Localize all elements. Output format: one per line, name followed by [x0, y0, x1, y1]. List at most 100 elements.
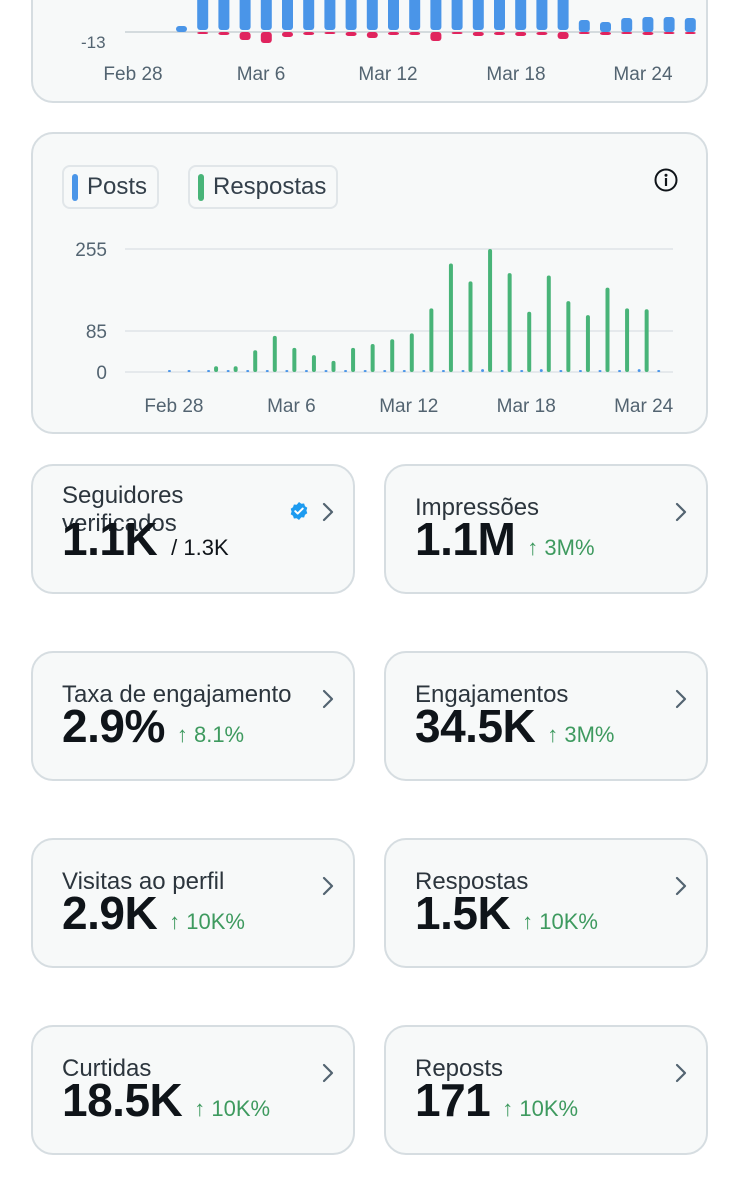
posts-bar	[422, 370, 426, 372]
metric-trend: ↑ 10K%	[194, 1096, 271, 1121]
metric-value: 1.1M	[415, 513, 516, 565]
respostas-bar	[351, 347, 356, 372]
metric-card-impressions[interactable]: Impressões 1.1M ↑ 3M%	[384, 464, 708, 594]
followers-gain-bar	[388, 0, 399, 30]
metric-title: Seguidores verificados	[62, 482, 184, 537]
respostas-bar	[566, 301, 571, 372]
legend-respostas[interactable]: Respostas	[188, 165, 339, 209]
respostas-bar	[507, 273, 512, 372]
posts-bar	[637, 369, 641, 372]
followers-gain-bar	[324, 0, 336, 30]
followers-gain-bar	[409, 0, 421, 30]
respostas-bar	[253, 350, 258, 372]
followers-loss-bar	[197, 32, 209, 34]
respostas-bar	[409, 333, 414, 372]
followers-loss-bar	[515, 32, 527, 36]
followers-gain-bar	[642, 17, 654, 32]
info-icon[interactable]	[653, 167, 679, 193]
posts-bar	[187, 370, 191, 372]
metric-title: Respostas	[415, 868, 529, 895]
metric-value-row: 1.1K / 1.3K	[62, 513, 229, 574]
x-tick-label: Feb 28	[103, 64, 162, 85]
x-tick-label: Mar 12	[379, 396, 438, 417]
posts-bar	[500, 370, 504, 372]
metric-title: Visitas ao perfil	[62, 868, 225, 895]
metric-trend: ↑ 8.1%	[176, 722, 245, 747]
metric-value-row: 2.9K ↑ 10K%	[62, 887, 245, 948]
metric-value: 34.5K	[415, 700, 536, 752]
chevron-right-icon[interactable]	[321, 1063, 335, 1083]
posts-bar	[618, 370, 622, 372]
followers-loss-bar	[303, 32, 315, 35]
followers-gain-bar	[621, 18, 633, 32]
x-tick-label: Feb 28	[144, 396, 203, 417]
respostas-bar	[605, 287, 610, 372]
x-tick-label: Mar 24	[614, 396, 674, 417]
respostas-bar	[370, 344, 375, 372]
followers-loss-bar	[409, 32, 421, 35]
chevron-right-icon[interactable]	[321, 502, 335, 522]
x-tick-label: Mar 18	[486, 64, 545, 85]
legend-label: Respostas	[213, 173, 327, 200]
metric-value-row: 34.5K ↑ 3M%	[415, 700, 615, 761]
followers-loss-bar	[494, 32, 505, 35]
metric-value-row: 18.5K ↑ 10K%	[62, 1074, 270, 1135]
x-tick-label: Mar 6	[237, 64, 286, 85]
metric-card-verified-followers[interactable]: Seguidores verificados 1.1K / 1.3K	[31, 464, 355, 594]
followers-loss-bar	[600, 32, 611, 35]
posts-bar	[304, 370, 308, 372]
followers-gain-bar	[260, 0, 272, 30]
metric-title: Engajamentos	[415, 681, 569, 708]
metric-value-row: 2.9% ↑ 8.1%	[62, 700, 244, 761]
posts-bar	[461, 370, 465, 372]
y-tick-label: -13	[81, 33, 106, 52]
respostas-bar	[468, 281, 473, 372]
followers-loss-bar	[621, 32, 633, 34]
followers-loss-bar	[324, 32, 336, 34]
metric-value-row: 1.5K ↑ 10K%	[415, 887, 598, 948]
metric-card-engagements[interactable]: Engajamentos 34.5K ↑ 3M%	[384, 651, 708, 781]
metric-card-likes[interactable]: Curtidas 18.5K ↑ 10K%	[31, 1025, 355, 1155]
posts-bar	[539, 369, 543, 372]
respostas-bar	[644, 309, 649, 372]
metric-value: 1.1K	[62, 513, 158, 565]
posts-bar	[383, 370, 387, 372]
chevron-right-icon[interactable]	[674, 876, 688, 896]
followers-gain-bar	[684, 18, 696, 32]
posts-bar	[285, 370, 289, 372]
followers-loss-bar	[345, 32, 357, 36]
followers-loss-bar	[684, 32, 696, 34]
respostas-bar	[585, 315, 590, 372]
followers-gain-bar	[600, 22, 611, 32]
respostas-bar	[448, 263, 453, 372]
metric-card-replies[interactable]: Respostas 1.5K ↑ 10K%	[384, 838, 708, 968]
followers-bars	[176, 0, 696, 43]
followers-loss-bar	[260, 32, 272, 43]
chevron-right-icon[interactable]	[674, 502, 688, 522]
posts-bar	[265, 370, 269, 372]
chevron-right-icon[interactable]	[321, 876, 335, 896]
chevron-right-icon[interactable]	[321, 689, 335, 709]
followers-loss-bar	[663, 32, 675, 34]
posts-bar	[324, 370, 328, 372]
metric-title: Impressões	[415, 494, 540, 521]
followers-loss-bar	[366, 32, 378, 38]
posts-bar	[207, 370, 211, 372]
posts-bar	[344, 370, 348, 372]
legend-label: Posts	[87, 173, 148, 200]
metric-trend: ↑ 3M%	[527, 535, 595, 560]
metric-card-reposts[interactable]: Reposts 171 ↑ 10K%	[384, 1025, 708, 1155]
metric-card-engagement-rate[interactable]: Taxa de engajamento 2.9% ↑ 8.1%	[31, 651, 355, 781]
followers-gain-bar	[303, 0, 315, 30]
chevron-right-icon[interactable]	[674, 1063, 688, 1083]
chevron-right-icon[interactable]	[674, 689, 688, 709]
followers-loss-bar	[282, 32, 293, 37]
metric-card-profile-visits[interactable]: Visitas ao perfil 2.9K ↑ 10K%	[31, 838, 355, 968]
legend-posts[interactable]: Posts	[62, 165, 160, 209]
y-tick-label: 255	[75, 240, 107, 261]
respostas-bar	[546, 275, 551, 372]
posts-bar	[657, 370, 661, 372]
respostas-bar	[272, 335, 277, 372]
followers-loss-bar	[472, 32, 484, 36]
followers-gain-bar	[557, 0, 569, 30]
